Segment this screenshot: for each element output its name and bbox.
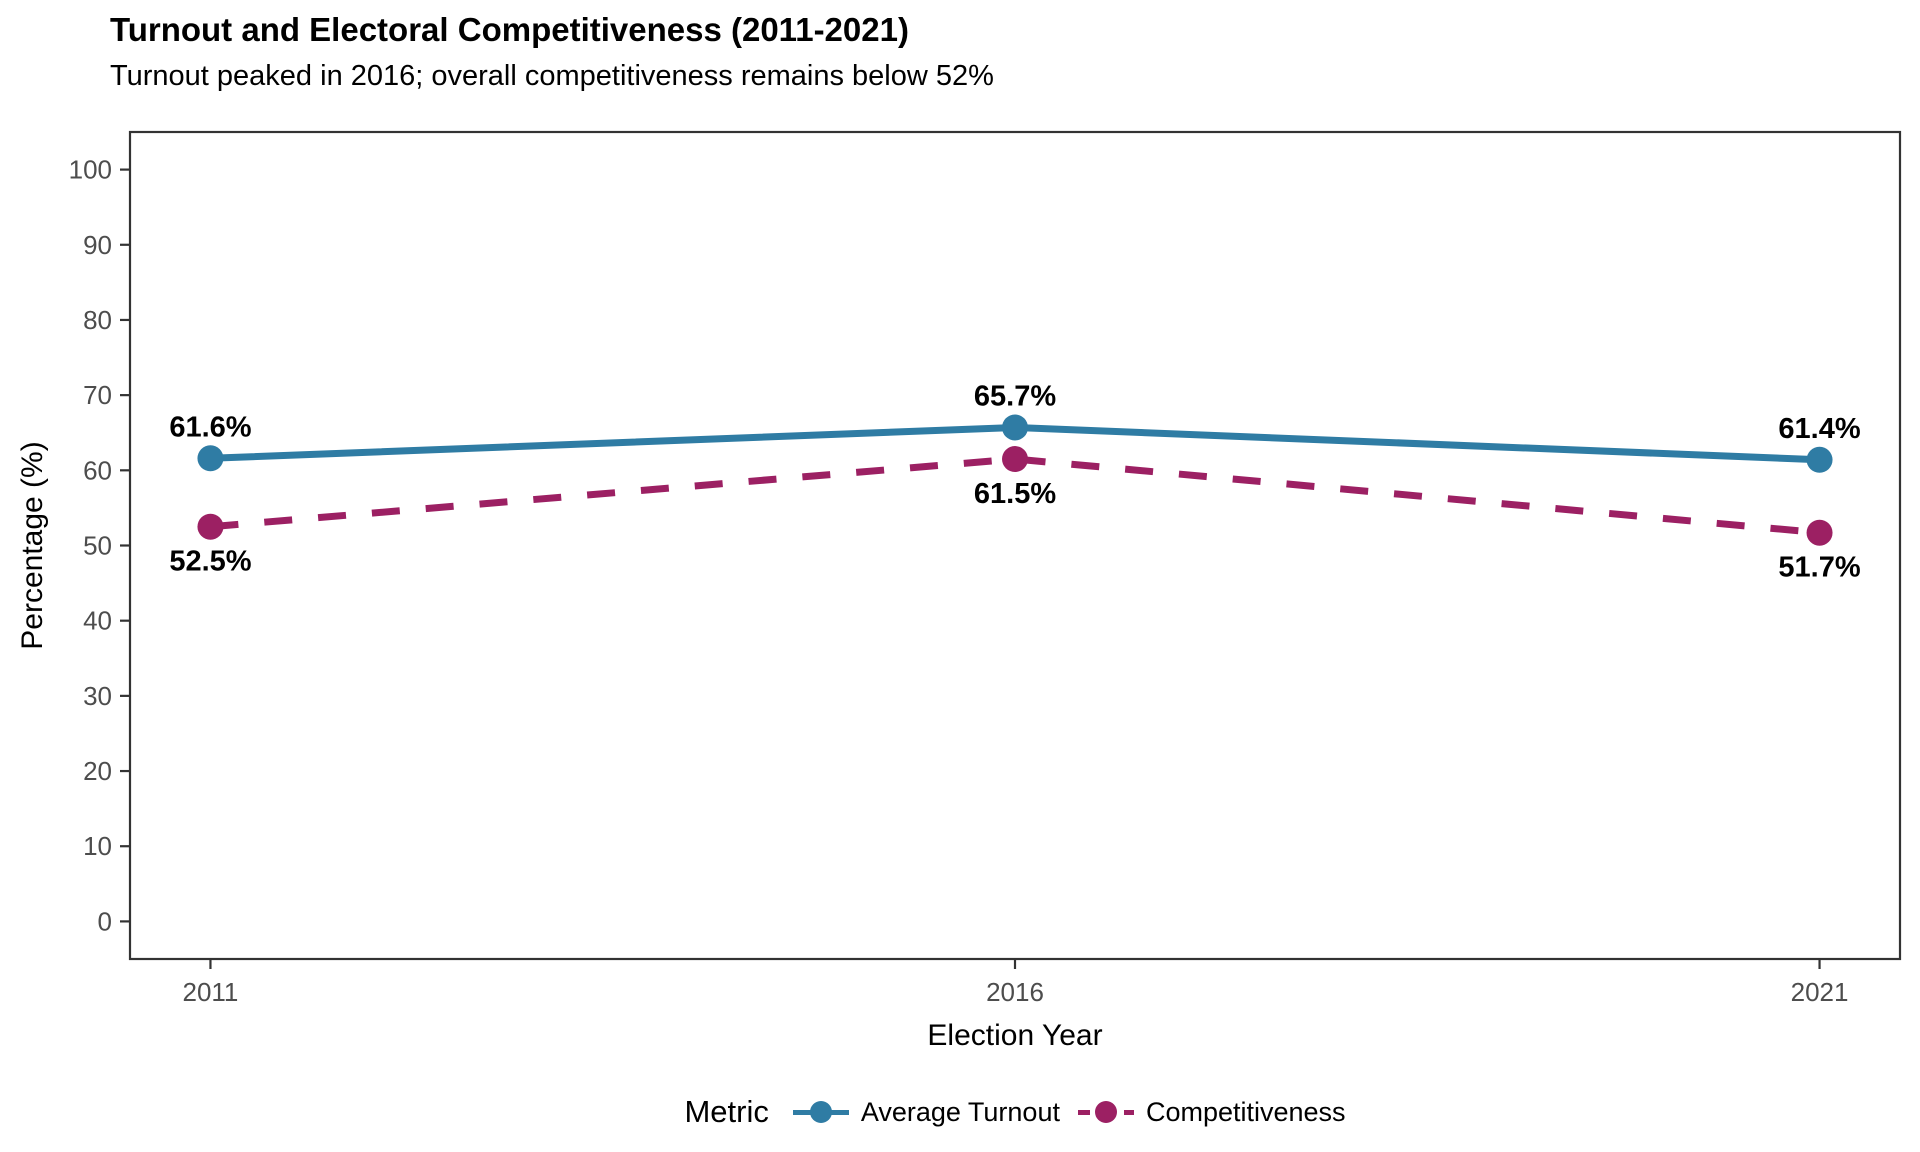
y-axis-tick-label: 20 bbox=[83, 756, 112, 786]
chart-subtitle: Turnout peaked in 2016; overall competit… bbox=[110, 59, 994, 92]
y-axis-tick-label: 10 bbox=[83, 831, 112, 861]
legend-key-competitiveness-icon bbox=[1077, 1098, 1134, 1126]
data-label-average-turnout-2021: 61.4% bbox=[1778, 413, 1860, 445]
chart-title: Turnout and Electoral Competitiveness (2… bbox=[110, 11, 909, 48]
x-axis-title: Election Year bbox=[927, 1019, 1102, 1052]
data-label-competitiveness-2011: 52.5% bbox=[169, 546, 251, 578]
data-point-average-turnout-2021 bbox=[1806, 446, 1833, 473]
data-label-average-turnout-2016: 65.7% bbox=[974, 380, 1056, 412]
x-axis-tick-label: 2016 bbox=[986, 977, 1044, 1007]
legend-title: Metric bbox=[684, 1094, 769, 1129]
y-axis-tick-label: 40 bbox=[83, 606, 112, 636]
legend-key-average-turnout-icon bbox=[792, 1098, 849, 1126]
data-point-competitiveness-2021 bbox=[1806, 519, 1833, 546]
data-label-competitiveness-2021: 51.7% bbox=[1778, 552, 1860, 584]
y-axis-tick-label: 90 bbox=[83, 230, 112, 260]
y-axis-title: Percentage (%) bbox=[16, 441, 49, 649]
data-point-competitiveness-2016 bbox=[1002, 446, 1028, 473]
y-axis-tick-label: 100 bbox=[69, 155, 112, 185]
x-axis-tick-label: 2011 bbox=[182, 977, 238, 1007]
data-point-competitiveness-2011 bbox=[197, 513, 224, 540]
legend-label-average-turnout: Average Turnout bbox=[860, 1096, 1060, 1127]
chart-panel-border bbox=[128, 130, 1902, 961]
y-axis-tick-label: 30 bbox=[83, 681, 112, 711]
legend-label-competitiveness: Competitiveness bbox=[1145, 1096, 1346, 1127]
chart-header: Turnout and Electoral Competitiveness (2… bbox=[110, 10, 994, 93]
y-axis-tick-label: 0 bbox=[98, 906, 112, 936]
data-point-average-turnout-2011 bbox=[197, 445, 224, 472]
chart-legend: Metric Average Turnout Competitiveness bbox=[130, 1086, 1900, 1138]
legend-item-average-turnout: Average Turnout bbox=[792, 1096, 1060, 1128]
y-axis-tick-label: 50 bbox=[83, 531, 112, 561]
data-label-competitiveness-2016: 61.5% bbox=[974, 478, 1056, 510]
y-axis-tick-label: 70 bbox=[83, 380, 112, 410]
data-label-average-turnout-2011: 61.6% bbox=[169, 411, 251, 443]
data-point-average-turnout-2016 bbox=[1002, 414, 1028, 441]
legend-item-competitiveness: Competitiveness bbox=[1077, 1096, 1346, 1128]
y-axis-tick-label: 80 bbox=[83, 305, 112, 335]
y-axis-tick-label: 60 bbox=[83, 455, 112, 485]
x-axis-tick-label: 2021 bbox=[1791, 977, 1849, 1007]
